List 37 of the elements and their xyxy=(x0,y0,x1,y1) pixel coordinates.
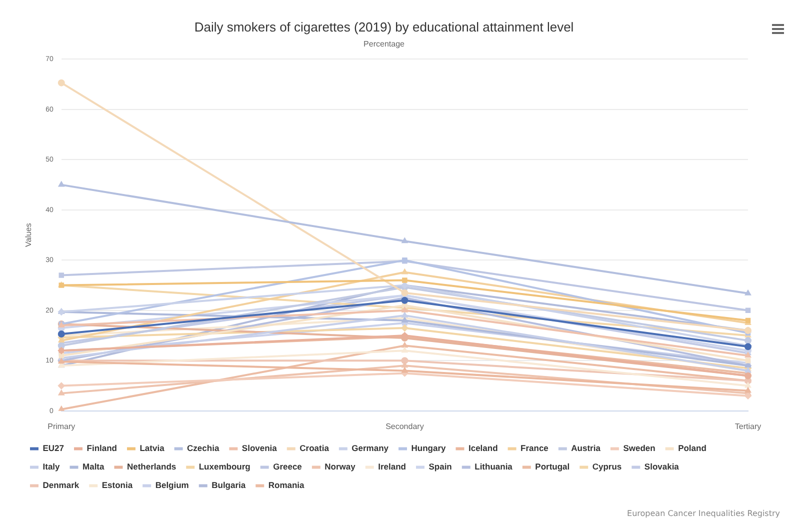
legend-label: Greece xyxy=(273,462,302,472)
legend-label: Czechia xyxy=(187,443,220,454)
legend-label: Estonia xyxy=(102,480,133,490)
legend-label: Slovenia xyxy=(242,443,278,454)
y-axis-title: Values xyxy=(24,223,34,247)
legend-label: Austria xyxy=(571,443,601,454)
legend-label: Bulgaria xyxy=(212,480,246,490)
legend-label: Poland xyxy=(678,443,706,454)
legend-label: Spain xyxy=(428,462,452,472)
chart-subtitle: Percentage xyxy=(364,40,406,49)
legend-label: Latvia xyxy=(140,443,165,454)
legend-label: Belgium xyxy=(155,480,190,490)
legend-label: Sweden xyxy=(623,443,656,454)
legend-label: Netherlands xyxy=(126,462,176,472)
legend-label: France xyxy=(520,443,549,454)
legend-label: Croatia xyxy=(300,443,330,454)
legend-label: Cyprus xyxy=(592,462,622,472)
legend-label: Romania xyxy=(268,480,305,490)
legend-label: Ireland xyxy=(378,462,406,472)
text: European Cancer Inequalities Registry xyxy=(627,509,780,518)
x-tick-label: Secondary xyxy=(386,422,424,431)
legend-label: Finland xyxy=(86,443,117,454)
legend-label: Denmark xyxy=(42,480,80,490)
x-tick-label: Tertiary xyxy=(734,422,762,431)
legend-label: Slovakia xyxy=(644,462,680,472)
legend-label: Malta xyxy=(82,462,105,472)
legend-label: Germany xyxy=(352,443,389,454)
legend-label: Hungary xyxy=(411,443,446,454)
legend-label: Iceland xyxy=(468,443,498,454)
legend-label: Italy xyxy=(42,462,60,472)
legend-label: EU27 xyxy=(42,443,64,454)
legend-label: Portugal xyxy=(535,462,570,472)
legend-label: Luxembourg xyxy=(198,462,250,472)
legend-label: Norway xyxy=(324,462,356,472)
chart-title: Daily smokers of cigarettes (2019) by educational attainment level xyxy=(194,19,574,34)
x-tick-label: Primary xyxy=(48,422,76,431)
legend-label: Lithuania xyxy=(474,462,513,472)
